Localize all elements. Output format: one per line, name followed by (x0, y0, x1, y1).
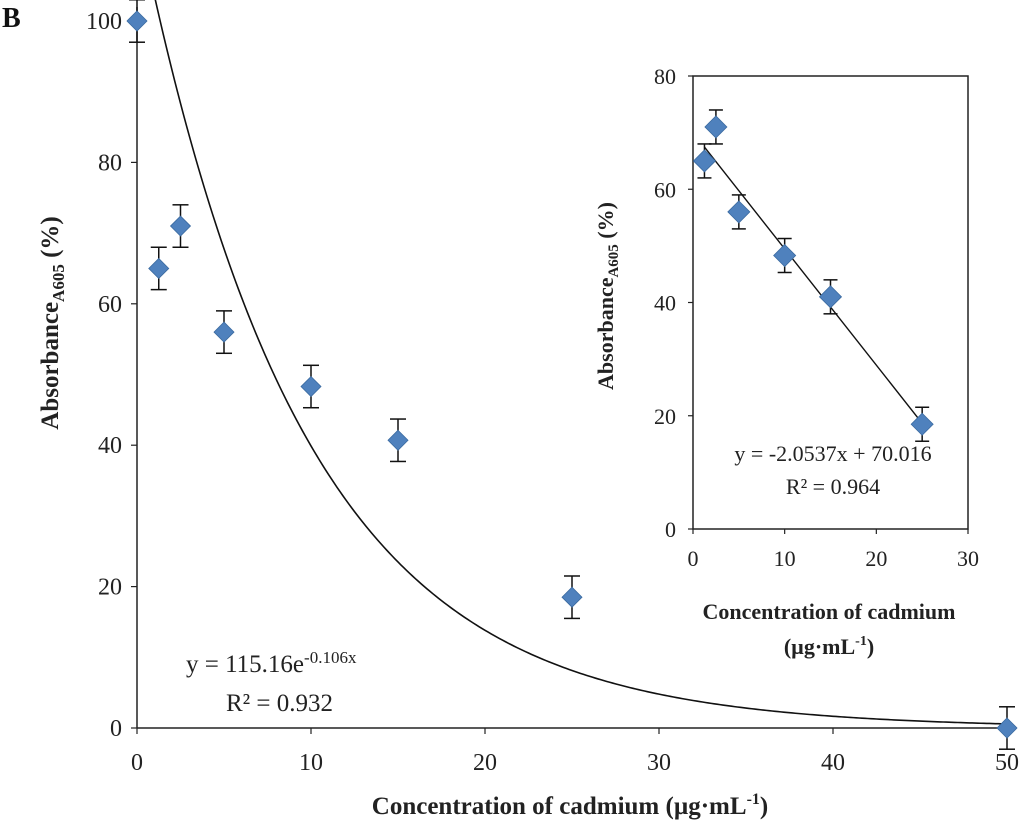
main-y-tick-label: 40 (98, 433, 122, 459)
main-x-axis-title: Concentration of cadmium (µg·mL-1) (372, 791, 768, 820)
main-trendline (154, 0, 1008, 725)
main-x-tick-label: 10 (299, 750, 323, 776)
inset-tick-labels: 0 10 20 30 0 20 40 60 80 (654, 64, 979, 571)
inset-y-tick-label: 0 (665, 517, 676, 542)
inset-y-axis-title: AbsorbanceA605 (%) (593, 202, 622, 390)
main-r2-label: R² = 0.932 (226, 690, 333, 717)
inset-y-tick-label: 60 (654, 177, 676, 202)
inset-trend-line (703, 146, 923, 424)
inset-x-axis-title-line2: (µg·mL-1) (784, 634, 874, 659)
main-data-point (148, 257, 170, 280)
main-x-tick-label: 0 (131, 750, 143, 776)
inset-x-tick-label: 30 (957, 546, 979, 571)
main-data-point (300, 375, 322, 398)
main-x-tick-label: 40 (821, 750, 845, 776)
main-axes (131, 7, 1008, 734)
inset-trendline (703, 146, 923, 424)
inset-data-point (692, 149, 717, 173)
inset-data-point (818, 285, 843, 309)
main-trend-curve (154, 0, 1008, 725)
inset-data-point (773, 243, 797, 268)
main-equation: y = 115.16e-0.106x (186, 648, 357, 678)
inset-x-tick-label: 20 (865, 546, 887, 571)
main-data-point (169, 215, 192, 237)
main-data-point (126, 10, 148, 32)
main-y-tick-label: 100 (86, 9, 122, 35)
main-data-point (561, 586, 583, 608)
inset-equation: y = -2.0537x + 70.016 (734, 441, 931, 466)
inset-data-point (727, 200, 751, 224)
main-x-tick-label: 30 (647, 750, 671, 776)
main-x-tick-label: 20 (473, 750, 497, 776)
main-data-point (387, 429, 409, 451)
inset-x-tick-label: 0 (688, 546, 699, 571)
main-y-tick-label: 0 (110, 716, 122, 742)
inset-points (692, 115, 934, 436)
main-y-axis-title: AbsorbanceA605 (%) (37, 216, 68, 429)
main-y-tick-label: 80 (98, 150, 122, 176)
inset-r2-label: R² = 0.964 (786, 474, 880, 499)
inset-data-point (704, 115, 728, 139)
panel-label: B (2, 3, 21, 34)
main-data-point (996, 717, 1018, 739)
inset-x-axis-title-line1: Concentration of cadmium (703, 599, 956, 624)
main-y-tick-label: 60 (98, 292, 122, 318)
main-y-tick-label: 20 (98, 575, 122, 601)
inset-y-tick-label: 80 (654, 64, 676, 89)
inset-y-tick-label: 40 (654, 291, 676, 316)
main-points (126, 10, 1018, 739)
inset-x-tick-label: 10 (774, 546, 796, 571)
main-x-tick-label: 50 (995, 750, 1019, 776)
inset-data-point (910, 412, 934, 436)
main-data-point (213, 321, 235, 343)
inset-y-tick-label: 20 (654, 404, 676, 429)
